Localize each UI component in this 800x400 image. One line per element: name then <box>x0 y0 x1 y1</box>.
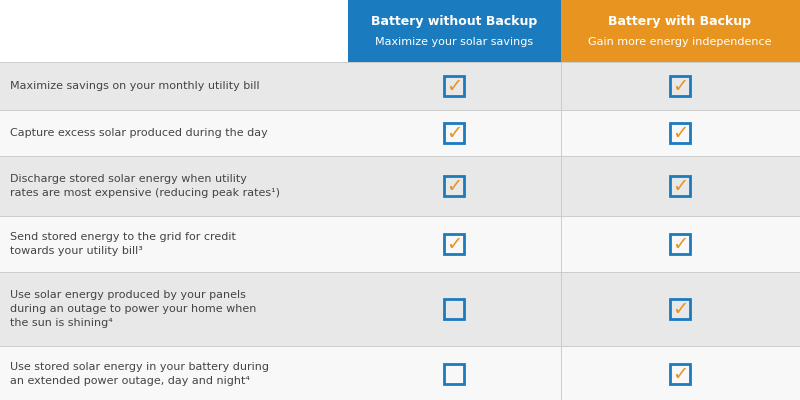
Text: ✓: ✓ <box>446 235 462 254</box>
Text: Capture excess solar produced during the day: Capture excess solar produced during the… <box>10 128 268 138</box>
Bar <box>670 176 690 196</box>
Text: Maximize your solar savings: Maximize your solar savings <box>375 37 533 47</box>
Bar <box>0 272 800 346</box>
Bar <box>670 76 690 96</box>
Text: ✓: ✓ <box>672 124 688 143</box>
Bar <box>670 299 690 319</box>
Bar <box>444 364 464 384</box>
Bar <box>0 216 800 272</box>
Text: Use solar energy produced by your panels
during an outage to power your home whe: Use solar energy produced by your panels… <box>10 290 256 328</box>
Bar <box>444 123 464 143</box>
Bar <box>444 234 464 254</box>
Bar <box>444 76 464 96</box>
Bar <box>444 176 464 196</box>
Bar <box>348 0 561 62</box>
Text: ✓: ✓ <box>672 300 688 319</box>
Bar <box>670 234 690 254</box>
Text: Maximize savings on your monthly utility bill: Maximize savings on your monthly utility… <box>10 81 260 91</box>
Bar <box>0 346 800 400</box>
Text: Gain more energy independence: Gain more energy independence <box>588 37 772 47</box>
Text: Discharge stored solar energy when utility
rates are most expensive (reducing pe: Discharge stored solar energy when utili… <box>10 174 280 198</box>
Bar <box>444 299 464 319</box>
Bar <box>0 156 800 216</box>
Text: Send stored energy to the grid for credit
towards your utility bill³: Send stored energy to the grid for credi… <box>10 232 236 256</box>
Text: ✓: ✓ <box>672 77 688 96</box>
Bar <box>670 364 690 384</box>
Bar <box>0 110 800 156</box>
Bar <box>0 62 800 110</box>
Text: ✓: ✓ <box>446 77 462 96</box>
Text: Battery with Backup: Battery with Backup <box>609 16 751 28</box>
Text: ✓: ✓ <box>446 124 462 143</box>
Bar <box>670 123 690 143</box>
Text: ✓: ✓ <box>672 177 688 196</box>
Text: Use stored solar energy in your battery during
an extended power outage, day and: Use stored solar energy in your battery … <box>10 362 269 386</box>
Text: ✓: ✓ <box>672 235 688 254</box>
Text: ✓: ✓ <box>446 177 462 196</box>
Text: ✓: ✓ <box>672 365 688 384</box>
Text: Battery without Backup: Battery without Backup <box>371 16 537 28</box>
Bar <box>561 0 800 62</box>
